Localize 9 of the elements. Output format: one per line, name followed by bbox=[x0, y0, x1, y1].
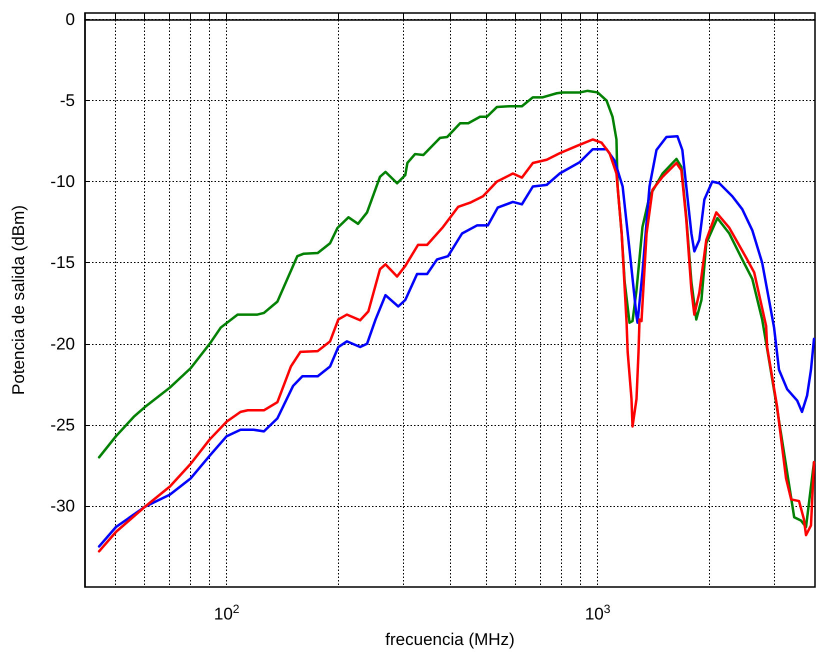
y-axis-title: Potencia de salida (dBm) bbox=[9, 205, 28, 395]
y-tick-label: -25 bbox=[50, 415, 75, 434]
y-tick-label: 0 bbox=[66, 10, 75, 29]
y-tick-label: -10 bbox=[50, 172, 75, 192]
y-tick-label: -20 bbox=[50, 334, 75, 354]
y-tick-label: -30 bbox=[50, 496, 75, 516]
x-axis-title: frecuencia (MHz) bbox=[385, 630, 515, 649]
y-tick-label: -5 bbox=[60, 91, 75, 110]
y-tick-label: -15 bbox=[50, 253, 75, 272]
